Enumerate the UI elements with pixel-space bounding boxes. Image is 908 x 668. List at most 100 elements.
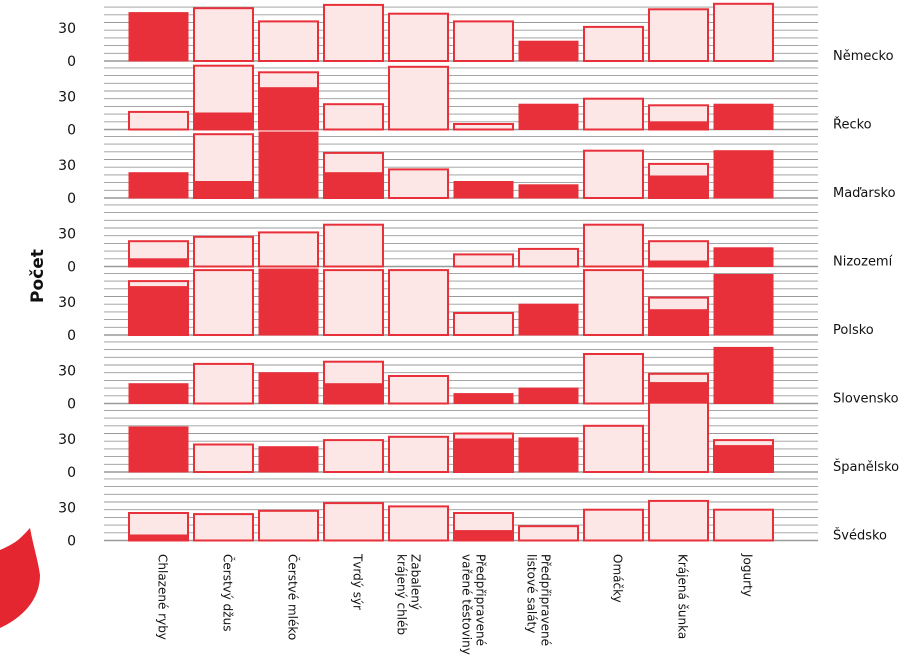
y-tick-label: 30 [58,364,76,380]
bar-light [648,8,709,63]
category-label: Krájená šunka [676,554,690,639]
y-tick-label: 30 [58,295,76,311]
bar-dark [128,383,189,405]
category-label: Jogurty [741,553,755,597]
y-tick-label: 0 [67,534,76,550]
y-tick-label: 30 [58,227,76,243]
bar-dark [713,346,774,404]
bar-light [193,235,254,268]
bar-light [193,513,254,542]
country-label: Polsko [833,323,874,338]
country-label: Německo [833,49,894,64]
y-tick-label: 0 [67,54,76,70]
bar-dark [453,181,514,199]
panel-3: 0 30 Nizozemí [58,204,893,276]
country-label: Řecko [833,117,872,133]
category-label: Zabalenýkrájený chléb [395,554,423,635]
y-axis-label: Počet [28,249,48,303]
category-label: Předpřipravenévařené těstoviny [460,554,488,655]
y-tick-label: 0 [67,465,76,481]
panel-2: 0 30 Maďarsko [58,131,896,207]
bar-light [713,508,774,542]
bar-dark [648,309,709,336]
country-label: Nizozemí [833,255,893,270]
bar-light [648,401,709,474]
bar-light [388,168,449,199]
category-label: Čerstvé mléko [286,554,301,640]
country-label: Španělsko [833,459,899,475]
bar-dark [128,534,189,541]
bar-light [648,499,709,542]
bar-light [583,223,644,268]
category-labels: Chlazené ryby Čerstvý džus Čerstvé mléko Tv… [156,553,755,655]
y-tick-label: 0 [67,123,76,139]
bar-dark [648,175,709,199]
bar-light [388,505,449,542]
y-tick-label: 30 [58,501,76,517]
bar-dark [518,437,579,473]
bar-light [388,65,449,131]
bar-dark [518,303,579,336]
bar-light [583,25,644,62]
y-tick-label: 30 [58,432,76,448]
bar-light [453,312,514,336]
bar-dark [453,530,514,541]
category-label: Omáčky [611,554,625,603]
bar-dark [713,150,774,199]
bar-dark [518,40,579,62]
bar-dark [128,12,189,62]
bar-light [323,3,384,62]
bar-light [258,20,319,62]
bar-light [453,253,514,268]
bar-light [583,353,644,405]
panel-1: 0 30 Řecko [58,64,872,139]
bar-light [518,525,579,542]
bar-light [193,362,254,405]
y-tick-label: 30 [58,158,76,174]
panel-0: 0 30 Německo [58,2,894,70]
bar-light [713,2,774,63]
bar-dark [193,181,254,199]
bar-light [583,269,644,337]
panels: 0 30 Německo 0 30 Řecko 0 30 Maďarsko 0 30 Nizozemí… [58,2,899,550]
bar-light [193,269,254,337]
bar-light [323,103,384,131]
bar-dark [128,258,189,267]
bar-dark [518,103,579,130]
bar-light [583,149,644,199]
bar-dark [258,87,319,130]
bar-light [323,439,384,474]
bar-light [518,247,579,268]
y-tick-label: 0 [67,328,76,344]
bar-light [583,424,644,473]
country-label: Maďarsko [833,186,896,201]
y-tick-label: 0 [67,260,76,276]
bar-dark [323,172,384,199]
bar-light [193,7,254,62]
bar-light [258,231,319,268]
bar-dark [258,131,319,199]
y-tick-label: 0 [67,397,76,413]
bar-light [128,110,189,131]
category-label: Tvrdý sýr [351,553,365,610]
bar-light [388,375,449,405]
bar-dark [518,387,579,405]
bar-light [193,443,254,473]
y-tick-label: 30 [58,21,76,37]
bar-light [323,502,384,542]
bar-dark [648,260,709,267]
bar-light [583,97,644,131]
bar-light [388,269,449,337]
bar-dark [453,438,514,473]
bar-light [453,123,514,131]
bar-light [323,269,384,337]
bar-light [258,509,319,542]
decorative-red-shape [0,528,40,628]
bar-light [388,435,449,473]
bar-dark [713,103,774,130]
bar-dark [128,286,189,336]
bar-dark [518,184,579,199]
bar-light [388,12,449,62]
bar-dark [648,382,709,405]
